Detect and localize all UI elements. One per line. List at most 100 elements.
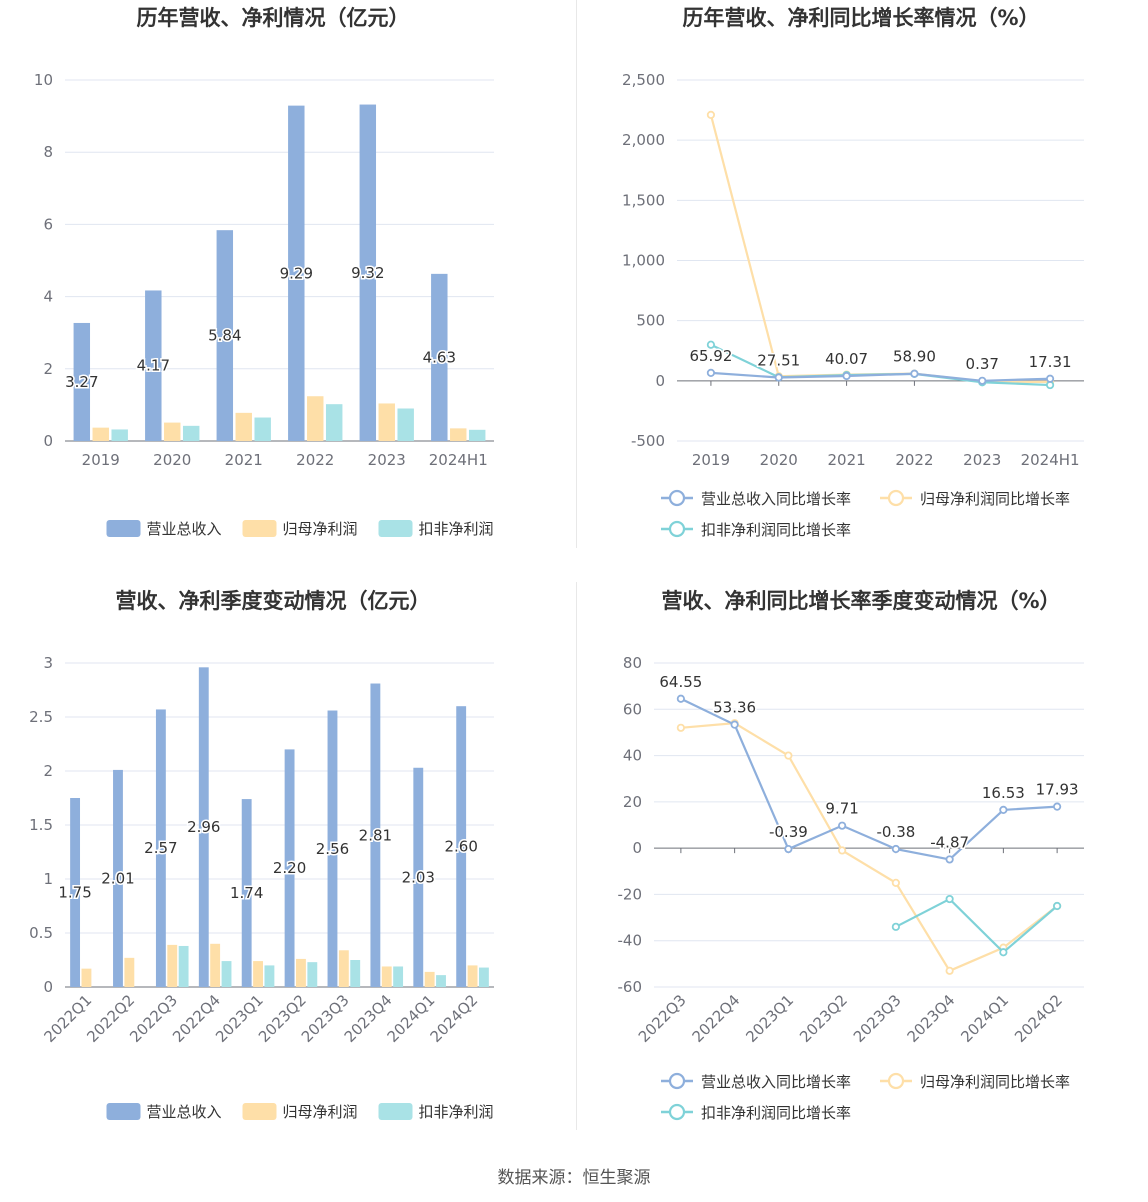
y-tick-label: 40 [623,747,642,765]
data-point [891,844,900,854]
quarterly-line-chart: 营收、净利同比增长率季度变动情况（%） -60 -40 -20 0 20 40 60 80 202… [618,589,1084,1122]
bar-revenue [145,290,162,441]
legend-marker [668,520,686,538]
bar-revenue [216,230,234,441]
data-point [999,805,1008,814]
bar-deducted-profit [478,967,489,987]
data-point [774,373,783,382]
y-tick-label: 1 [43,870,53,888]
x-tick-label: 2021 [225,451,263,469]
series-line [709,114,1051,384]
line-data-label: 0.37 [966,355,999,373]
chart-quarterly-growth-rate: 营收、净利同比增长率季度变动情况（%） -60 -40 -20 0 20 40 60 80 202… [574,580,1148,1140]
bar-net-profit [378,403,395,441]
bar-data-label: 3.27 [65,373,98,391]
legend-marker [668,1072,686,1090]
x-tick-label: 2023Q3 [850,991,905,1046]
line-data-label: 27.51 [757,352,800,370]
bar-net-profit [296,958,306,987]
bar-revenue [198,667,209,987]
bar-data-label: 2.96 [187,818,220,836]
bar-data-label: 2.03 [402,868,435,886]
bar-data-label: 1.74 [230,884,263,902]
quarterly-bar-chart: 营收、净利季度变动情况（亿元）00.511.522.532022Q11.7520… [29,589,494,1121]
bar-revenue [431,273,448,441]
y-tick-label: 3 [43,654,53,672]
data-point [1053,802,1062,811]
y-tick-label: 0 [43,978,53,996]
data-source-note: 数据来源：恒生聚源 [497,1168,651,1188]
y-tick-label: 80 [623,654,642,672]
line-data-label: 58.90 [893,348,936,366]
x-tick-label: 2020 [153,451,191,469]
bar-deducted-profit [393,966,404,987]
data-point [784,844,793,854]
x-tick-label: 2022Q4 [689,991,744,1046]
vertical-divider-top [576,0,577,548]
legend-swatch [242,520,277,537]
data-point [730,720,739,729]
bar-revenue [359,104,377,441]
bar-data-label: 2.81 [359,826,392,844]
y-tick-label: 2.5 [29,708,53,726]
bar-data-label: 4.63 [423,348,456,366]
data-point [1053,901,1062,911]
bar-deducted-profit [436,975,446,987]
y-tick-label: -500 [631,432,665,450]
bar-net-profit [92,427,109,441]
x-tick-label: 2023 [368,451,406,469]
bar-net-profit [164,422,181,441]
y-tick-label: 6 [43,215,53,233]
data-point [945,855,954,864]
y-tick-label: 0.5 [29,924,53,942]
bar-net-profit [338,950,349,987]
y-tick-label: 0 [655,372,665,390]
y-tick-label: 2,000 [622,131,665,149]
bar-revenue [284,749,295,987]
bar-data-label: 4.17 [137,357,170,375]
annual-line-chart: 历年营收、净利同比增长率情况（%） -500 0 500 1,000 1,500 2,000… [622,6,1084,539]
y-tick-label: 0 [632,839,642,857]
y-tick-label: 4 [43,288,53,306]
line-data-label: 9.71 [825,800,858,818]
legend-label: 扣非净利润同比增长率 [701,521,851,539]
bar-net-profit [450,428,467,441]
bar-revenue [73,322,91,441]
legend-swatch [242,1103,277,1120]
line-data-label: -0.39 [769,823,808,841]
data-point [676,694,685,703]
bar-data-label: 9.32 [351,264,384,282]
y-tick-label: 2 [43,360,53,378]
bar-data-label: 5.84 [208,327,241,345]
bar-net-profit [124,957,135,987]
bar-deducted-profit [111,429,128,441]
x-tick-label: 2020 [760,451,798,469]
data-point [891,878,900,887]
y-tick-label: 60 [623,700,642,718]
bar-revenue [113,769,123,987]
data-point [891,922,900,931]
y-tick-label: 1,000 [622,252,665,270]
bar-net-profit [167,944,178,987]
series-line [895,897,1058,954]
y-tick-label: -40 [618,932,643,950]
bar-net-profit [210,943,221,987]
x-tick-label: 2023 [963,451,1001,469]
bar-deducted-profit [350,960,361,987]
legend-label: 营业总收入 [147,1103,222,1121]
x-tick-label: 2022 [895,451,933,469]
bar-data-label: 9.29 [280,264,313,282]
data-point [784,751,793,760]
legend-label: 归母净利润 [283,1103,358,1121]
line-data-label: 65.92 [689,347,732,365]
y-tick-label: -60 [618,978,643,996]
x-tick-label: 2023Q4 [904,991,959,1046]
bar-revenue [288,105,305,442]
line-data-label: 16.53 [982,784,1025,802]
data-point [999,948,1008,957]
data-point [1045,374,1055,383]
bar-net-profit [253,961,263,987]
x-tick-label: 2024Q2 [1011,991,1066,1046]
y-tick-label: 2 [43,762,53,780]
x-tick-label: 2022 [296,451,334,469]
